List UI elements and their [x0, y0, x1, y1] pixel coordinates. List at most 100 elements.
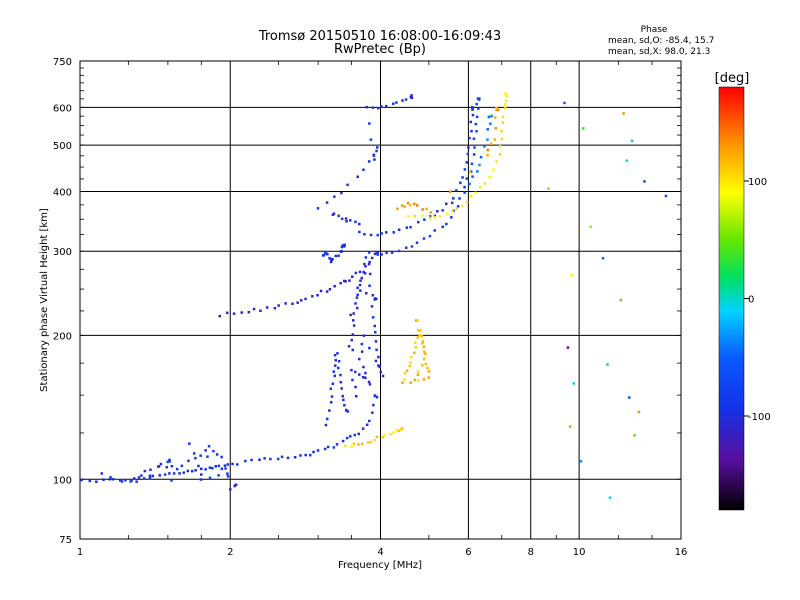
echo-point	[188, 442, 191, 445]
echo-point	[170, 464, 174, 468]
echo-point	[433, 229, 436, 232]
echo-point	[494, 127, 497, 130]
echo-point	[344, 217, 348, 220]
echo-point	[341, 244, 344, 247]
echo-point	[503, 102, 507, 106]
echo-point	[409, 361, 412, 364]
echo-point	[472, 137, 476, 140]
echo-point	[396, 207, 399, 210]
echo-point	[299, 454, 302, 457]
echo-point	[414, 346, 417, 349]
echo-point	[370, 256, 374, 260]
colorbar-tick-label: -100	[748, 412, 771, 423]
x-tick-label: 10	[573, 547, 586, 558]
echo-point	[468, 136, 471, 140]
echo-point	[379, 370, 383, 374]
echo-point	[452, 197, 455, 200]
echo-point	[358, 222, 361, 226]
echo-point	[217, 464, 221, 468]
echo-point	[375, 435, 379, 439]
echo-point	[191, 469, 194, 473]
echo-point	[420, 334, 424, 337]
echo-point	[461, 204, 464, 208]
echo-point	[622, 112, 625, 115]
echo-point	[366, 441, 370, 444]
echo-point	[463, 191, 466, 194]
echo-point	[474, 122, 478, 126]
echo-point	[400, 428, 403, 431]
echo-point	[401, 99, 404, 102]
echo-point	[220, 467, 224, 471]
echo-point	[390, 251, 394, 254]
echo-point	[362, 168, 365, 171]
echo-point	[234, 483, 237, 486]
echo-point	[226, 463, 230, 466]
echo-point	[148, 476, 152, 480]
echo-point	[374, 359, 378, 363]
echo-point	[319, 289, 323, 293]
echo-point	[374, 340, 378, 343]
echo-point	[316, 207, 320, 210]
phase-stats-x: mean, sd,X: 98.0, 21.3	[608, 47, 710, 57]
echo-point	[165, 466, 168, 469]
echo-point	[408, 203, 412, 207]
echo-point	[455, 189, 458, 192]
echo-point	[328, 288, 332, 291]
echo-point	[336, 352, 339, 355]
echo-point	[187, 459, 190, 463]
echo-point	[168, 472, 171, 475]
echo-point	[259, 309, 262, 312]
echo-point	[353, 433, 356, 437]
echo-point	[212, 449, 215, 453]
echo-point	[352, 319, 355, 322]
echo-point	[240, 311, 243, 314]
echo-point	[378, 365, 381, 369]
echo-point	[365, 423, 369, 426]
echo-point	[461, 176, 464, 179]
echo-point	[489, 122, 492, 125]
echo-point	[369, 233, 373, 237]
echo-point	[380, 232, 383, 235]
echo-point	[478, 163, 481, 167]
echo-point	[425, 207, 428, 211]
echo-point	[495, 108, 498, 112]
echo-point	[360, 342, 364, 346]
echo-point	[236, 463, 239, 466]
echo-point	[333, 285, 336, 288]
echo-point	[476, 170, 479, 173]
echo-point	[376, 106, 380, 110]
echo-point	[500, 129, 503, 133]
y-tick-label: 300	[53, 247, 72, 258]
echo-point	[280, 455, 284, 459]
echo-point	[478, 97, 481, 100]
echo-point	[325, 201, 329, 204]
echo-point	[470, 162, 474, 166]
echo-point	[137, 476, 141, 479]
echo-point	[351, 275, 354, 278]
echo-point	[504, 106, 507, 109]
echo-point	[417, 220, 420, 224]
y-tick-label: 500	[53, 141, 72, 152]
echo-point	[375, 395, 379, 399]
echo-point	[423, 358, 426, 361]
echo-point	[415, 204, 419, 207]
echo-point	[244, 459, 247, 463]
echo-point	[309, 453, 312, 457]
echo-point	[415, 241, 419, 244]
echo-point	[637, 410, 641, 414]
echo-point	[343, 279, 346, 283]
echo-point	[335, 443, 339, 446]
echo-point	[354, 385, 357, 389]
echo-point	[356, 286, 359, 290]
echo-point	[168, 458, 171, 462]
echo-point	[339, 373, 342, 377]
echo-point	[423, 350, 426, 353]
echo-point	[344, 444, 347, 448]
echo-point	[326, 417, 329, 421]
echo-point	[487, 115, 491, 119]
x-tick-label: 4	[377, 547, 383, 558]
echo-point	[501, 115, 505, 119]
echo-point	[459, 181, 462, 185]
echo-point	[365, 292, 368, 295]
colorbar-label: [deg]	[715, 71, 750, 86]
